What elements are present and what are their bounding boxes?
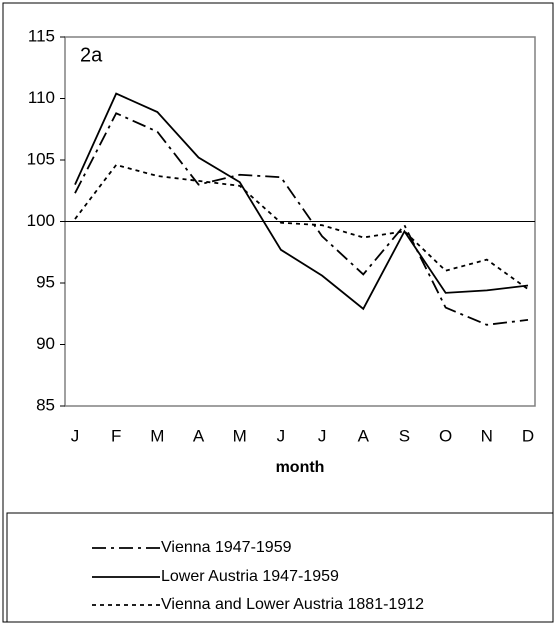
- data-line: [74, 92, 529, 311]
- x-tick-label: O: [439, 426, 452, 445]
- y-tick-label: 110: [28, 88, 55, 107]
- x-axis-label: month: [276, 459, 325, 476]
- legend-label: Vienna and Lower Austria 1881-1912: [161, 596, 424, 613]
- x-tick-label: M: [150, 426, 164, 445]
- y-tick-label: 115: [28, 26, 55, 45]
- y-tick-label: 105: [27, 149, 55, 168]
- legend-label: Lower Austria 1947-1959: [161, 568, 339, 585]
- annotation: 2a: [80, 44, 103, 66]
- x-tick-label: N: [481, 426, 493, 445]
- x-tick-label: M: [233, 426, 247, 445]
- x-tick-label: J: [71, 426, 80, 445]
- x-tick-label: D: [522, 426, 534, 445]
- y-tick-label: 100: [27, 211, 55, 230]
- y-tick-label: 85: [36, 395, 55, 414]
- x-tick-label: A: [193, 426, 205, 445]
- x-tick-label: F: [111, 426, 121, 445]
- x-tick-label: S: [399, 426, 410, 445]
- x-tick-label: J: [277, 426, 286, 445]
- x-tick-label: J: [318, 426, 327, 445]
- legend-label: Vienna 1947-1959: [161, 539, 292, 556]
- legend-box: [6, 512, 554, 623]
- data-line: [74, 112, 529, 326]
- x-tick-label: A: [358, 426, 370, 445]
- y-tick-label: 95: [36, 272, 55, 291]
- y-tick-label: 90: [36, 334, 55, 353]
